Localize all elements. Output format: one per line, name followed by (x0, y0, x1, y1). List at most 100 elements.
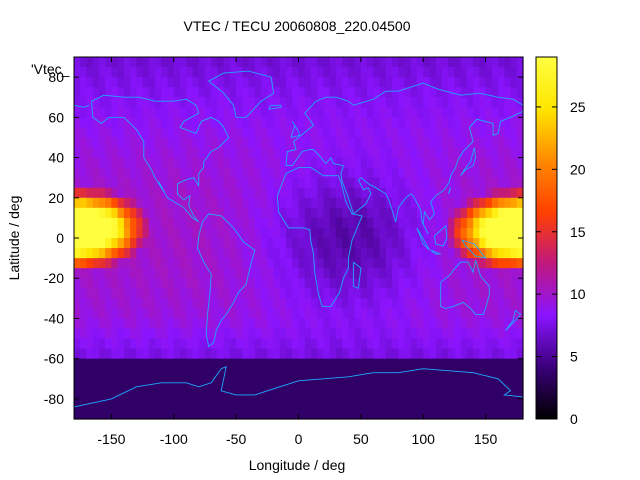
tec-cell (504, 288, 512, 299)
tec-cell (155, 87, 162, 98)
tec-cell (342, 147, 349, 159)
tec-cell (342, 358, 349, 370)
tec-cell (423, 268, 431, 279)
tec-cell (155, 258, 162, 269)
tec-cell (267, 157, 275, 169)
tec-cell (516, 187, 524, 199)
tec-cell (279, 97, 287, 108)
tec-cell (86, 328, 94, 340)
tec-cell (148, 67, 156, 78)
tec-cell (510, 338, 518, 350)
tec-cell (74, 328, 81, 340)
tec-cell (398, 87, 406, 98)
tec-cell (429, 97, 437, 108)
tec-cell (273, 318, 281, 330)
tec-cell (392, 127, 399, 139)
tec-cell (74, 258, 81, 269)
tec-cell (161, 348, 169, 360)
tec-cell (392, 338, 399, 350)
tec-cell (254, 87, 262, 98)
tec-cell (261, 348, 268, 360)
tec-cell (360, 167, 368, 179)
tec-cell (304, 197, 312, 209)
tec-cell (304, 348, 312, 360)
tec-cell (111, 187, 119, 199)
tec-cell (373, 318, 381, 330)
tec-cell (479, 318, 487, 330)
tec-cell (242, 358, 250, 370)
tec-cell (148, 298, 156, 309)
tec-cell (323, 408, 331, 420)
tec-cell (242, 117, 250, 128)
tec-cell (373, 117, 381, 128)
tec-cell (80, 388, 88, 400)
tec-cell (373, 388, 381, 400)
tec-cell (335, 368, 343, 380)
tec-cell (286, 207, 293, 219)
tec-cell (273, 378, 281, 390)
tec-cell (317, 227, 325, 239)
tec-cell (348, 187, 356, 199)
tec-cell (117, 368, 125, 380)
tec-cell (342, 137, 349, 149)
tec-cell (279, 187, 287, 199)
tec-cell (173, 117, 181, 128)
tec-cell (317, 278, 325, 289)
tec-cell (248, 348, 256, 360)
tec-cell (498, 87, 505, 98)
tec-cell (192, 328, 200, 340)
tec-cell (292, 177, 300, 189)
tec-cell (204, 308, 212, 320)
tec-cell (473, 288, 480, 299)
tec-cell (354, 87, 362, 98)
tec-cell (192, 197, 200, 209)
tec-cell (86, 97, 94, 108)
tec-cell (441, 388, 449, 400)
tec-cell (136, 378, 144, 390)
tec-cell (473, 398, 480, 410)
tec-cell (398, 187, 406, 199)
tec-cell (173, 358, 181, 370)
y-tick-label: -60 (44, 351, 64, 367)
tec-cell (485, 368, 493, 380)
tec-cell (385, 258, 393, 269)
tec-cell (466, 187, 474, 199)
tec-cell (236, 348, 243, 360)
tec-cell (323, 378, 331, 390)
tec-cell (161, 378, 169, 390)
tec-cell (516, 288, 524, 299)
tec-cell (360, 318, 368, 330)
tec-cell (317, 328, 325, 340)
tec-cell (98, 378, 106, 390)
tec-cell (286, 258, 293, 269)
tec-cell (292, 77, 300, 88)
tec-cell (335, 217, 343, 229)
tec-cell (279, 328, 287, 340)
tec-cell (454, 398, 462, 410)
tec-cell (80, 348, 88, 360)
tec-cell (155, 368, 162, 380)
tec-cell (348, 137, 356, 149)
tec-cell (80, 107, 88, 118)
tec-cell (86, 268, 94, 279)
tec-cell (136, 157, 144, 169)
tec-cell (304, 77, 312, 88)
tec-cell (454, 97, 462, 108)
tec-cell (429, 157, 437, 169)
tec-cell (441, 278, 449, 289)
tec-cell (385, 187, 393, 199)
tec-cell (392, 147, 399, 159)
tec-cell (466, 207, 474, 219)
tec-cell (398, 147, 406, 159)
tec-cell (367, 147, 374, 159)
tec-cell (429, 217, 437, 229)
tec-cell (460, 288, 468, 299)
tec-cell (454, 67, 462, 78)
tec-cell (466, 318, 474, 330)
tec-cell (279, 348, 287, 360)
tec-cell (441, 348, 449, 360)
tec-cell (273, 248, 281, 259)
tec-cell (242, 298, 250, 309)
tec-cell (248, 187, 256, 199)
tec-cell (404, 278, 412, 289)
